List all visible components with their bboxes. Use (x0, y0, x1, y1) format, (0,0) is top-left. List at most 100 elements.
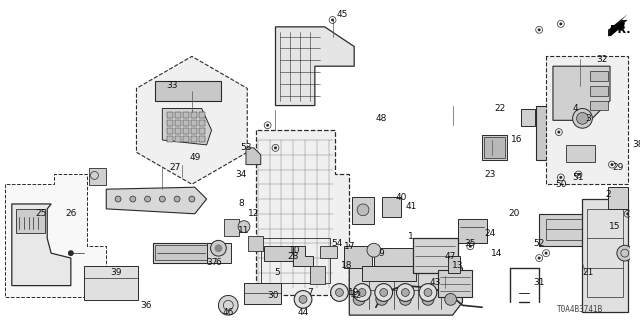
Bar (191, 120, 196, 126)
Circle shape (266, 124, 269, 127)
Bar (590, 71, 608, 81)
Bar (156, 245, 209, 260)
Text: 7: 7 (307, 288, 313, 297)
Bar (167, 128, 173, 134)
Circle shape (376, 293, 388, 305)
Text: 10: 10 (289, 246, 301, 255)
Polygon shape (156, 81, 221, 101)
Text: 50: 50 (555, 180, 566, 189)
Text: 25: 25 (36, 209, 47, 218)
Circle shape (353, 293, 365, 305)
Text: T0A4B3741B: T0A4B3741B (557, 305, 604, 314)
Bar (482, 135, 507, 160)
Circle shape (294, 291, 312, 308)
Bar (199, 136, 205, 142)
Bar (167, 112, 173, 118)
Bar (167, 136, 173, 142)
Bar (199, 128, 205, 134)
Polygon shape (136, 56, 247, 184)
Text: 48: 48 (376, 114, 387, 123)
Text: 40: 40 (396, 193, 407, 202)
Bar (264, 246, 295, 261)
Bar (199, 120, 205, 126)
Text: 13: 13 (452, 261, 463, 270)
Bar (458, 219, 487, 243)
Circle shape (218, 295, 238, 315)
Text: 28: 28 (287, 252, 299, 260)
Circle shape (573, 108, 592, 128)
Polygon shape (163, 108, 212, 145)
Bar (344, 246, 372, 268)
Bar (199, 112, 205, 118)
Circle shape (357, 204, 369, 216)
Text: 33: 33 (166, 81, 178, 90)
Bar (84, 266, 138, 300)
Circle shape (627, 212, 629, 215)
Polygon shape (597, 130, 608, 155)
Circle shape (397, 284, 414, 301)
Polygon shape (536, 106, 566, 160)
Bar (183, 128, 189, 134)
Text: 1: 1 (408, 232, 414, 241)
Text: 23: 23 (484, 170, 495, 179)
Circle shape (611, 163, 614, 166)
Bar (191, 128, 196, 134)
Text: 35: 35 (465, 239, 476, 248)
Circle shape (424, 289, 432, 296)
Text: 3: 3 (586, 114, 591, 123)
Text: 6: 6 (216, 259, 221, 268)
Circle shape (211, 240, 227, 256)
Text: 36: 36 (140, 301, 152, 310)
Polygon shape (246, 148, 260, 164)
Text: 24: 24 (484, 229, 495, 238)
Text: 21: 21 (582, 268, 594, 277)
Bar (438, 270, 472, 297)
Text: FR.: FR. (610, 25, 630, 35)
Circle shape (214, 244, 222, 252)
Circle shape (469, 245, 472, 248)
Text: 47: 47 (445, 252, 456, 260)
Text: 46: 46 (223, 308, 234, 317)
Bar (590, 101, 608, 110)
Text: 9: 9 (379, 249, 385, 258)
Bar (320, 246, 337, 258)
Bar (248, 236, 262, 251)
Circle shape (557, 131, 561, 134)
Text: 17: 17 (344, 242, 355, 251)
Text: 34: 34 (236, 170, 247, 179)
Bar (175, 128, 181, 134)
Polygon shape (106, 187, 207, 214)
Text: 43: 43 (429, 278, 440, 287)
Text: 41: 41 (406, 203, 417, 212)
Text: 18: 18 (340, 261, 352, 270)
Polygon shape (539, 214, 590, 246)
Circle shape (380, 289, 388, 296)
Text: 30: 30 (268, 291, 279, 300)
Text: 44: 44 (298, 308, 308, 317)
Text: 16: 16 (511, 135, 522, 145)
Bar (225, 219, 239, 236)
Circle shape (130, 196, 136, 202)
Text: 51: 51 (573, 173, 584, 182)
Circle shape (145, 196, 150, 202)
Circle shape (538, 28, 541, 31)
Circle shape (159, 196, 165, 202)
Polygon shape (566, 145, 595, 162)
Bar (175, 112, 181, 118)
Bar (175, 136, 181, 142)
Text: 39: 39 (110, 268, 122, 277)
Bar (183, 120, 189, 126)
Circle shape (375, 284, 392, 301)
Polygon shape (293, 246, 313, 266)
Text: 49: 49 (189, 153, 200, 162)
Circle shape (238, 221, 250, 233)
Circle shape (577, 173, 580, 176)
Bar (310, 266, 324, 284)
Bar (88, 168, 106, 185)
Text: 20: 20 (508, 209, 519, 218)
Polygon shape (374, 248, 423, 266)
Bar (167, 120, 173, 126)
Bar (183, 112, 189, 118)
Text: 38: 38 (632, 140, 640, 149)
Bar (16, 209, 45, 234)
